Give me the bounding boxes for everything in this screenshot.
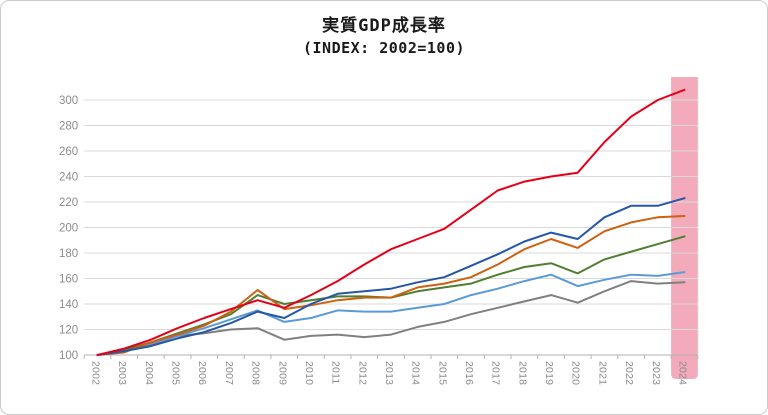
- y-tick-label: 300: [59, 95, 78, 107]
- x-tick-label: 2014: [410, 361, 422, 385]
- series-dark-blue-line: [96, 197, 686, 356]
- x-tick-label: 2006: [196, 361, 208, 385]
- x-tick-label: 2015: [436, 361, 448, 385]
- x-tick-label: 2009: [276, 361, 288, 385]
- x-tick-label: 2020: [570, 361, 582, 385]
- series-red-line: [96, 88, 686, 356]
- x-tick-label: 2002: [90, 361, 102, 385]
- y-tick-label: 140: [59, 299, 78, 311]
- x-tick-label: 2019: [543, 361, 555, 385]
- x-tick-label: 2023: [650, 361, 662, 385]
- series-gray-line: [96, 280, 686, 356]
- x-tick-label: 2013: [383, 361, 395, 385]
- x-tick-label: 2021: [596, 361, 608, 385]
- y-tick-label: 240: [59, 172, 78, 184]
- x-tick-label: 2011: [330, 361, 342, 384]
- y-tick-label: 180: [59, 248, 78, 260]
- x-tick-label: 2016: [463, 361, 475, 385]
- x-tick-label: 2010: [303, 361, 315, 385]
- series-orange-line: [96, 215, 686, 356]
- x-tick-label: 2004: [143, 361, 155, 385]
- y-tick-label: 280: [59, 121, 78, 133]
- x-tick-label: 2024: [677, 361, 689, 385]
- y-tick-label: 200: [59, 223, 78, 235]
- y-tick-label: 220: [59, 197, 78, 209]
- x-tick-label: 2003: [116, 361, 128, 385]
- y-tick-label: 120: [59, 325, 78, 337]
- x-tick-label: 2022: [623, 361, 635, 385]
- y-tick-label: 100: [59, 350, 78, 362]
- x-tick-label: 2005: [170, 361, 182, 385]
- x-tick-label: 2007: [223, 361, 235, 385]
- y-tick-label: 160: [59, 274, 78, 286]
- series-light-blue-line: [96, 271, 686, 356]
- x-tick-label: 2018: [516, 361, 528, 385]
- x-tick-label: 2017: [490, 361, 502, 385]
- x-tick-label: 2008: [250, 361, 262, 385]
- x-tick-label: 2012: [356, 361, 368, 385]
- y-tick-label: 260: [59, 146, 78, 158]
